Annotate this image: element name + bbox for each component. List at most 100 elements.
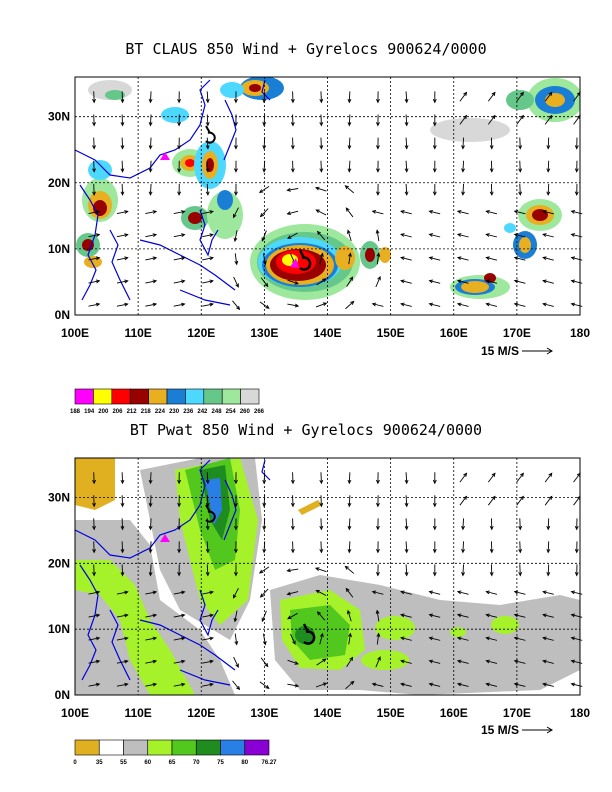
wind-vector [547, 160, 550, 172]
wind-vector [233, 276, 239, 288]
x-tick-label: 130E [250, 706, 278, 720]
wind-vector [348, 541, 351, 553]
wind-vector-head [120, 145, 125, 150]
wind-vector-head [344, 565, 349, 570]
wind-vector-head [546, 572, 551, 577]
wind-vector-head [209, 210, 214, 214]
wind-vector-head [376, 145, 380, 150]
wind-vector-head [485, 613, 490, 618]
wind-vector [261, 610, 267, 622]
wind-vector-head [177, 479, 182, 485]
wind-vector [232, 300, 240, 310]
wind-vector-head [315, 209, 320, 214]
wind-vector-head [294, 661, 299, 665]
wind-vector-head [485, 233, 490, 237]
wind-vector-head [461, 525, 465, 531]
wind-vector [400, 233, 412, 238]
wind-vector-head [456, 233, 462, 237]
x-tick-label: 110E [124, 326, 151, 340]
plot-area-claus [74, 76, 583, 316]
wind-vector-head [404, 191, 409, 196]
wind-vector [259, 301, 270, 309]
wind-vector-head [209, 636, 214, 641]
wind-vector-head [152, 682, 158, 687]
wind-vector [486, 280, 498, 284]
wind-vector-head [152, 279, 158, 284]
wind-vector-head [456, 210, 462, 214]
wind-vector [259, 566, 270, 574]
wind-vector-head [287, 615, 292, 620]
colorbar-swatch [111, 388, 131, 405]
wind-vector-head [315, 589, 320, 594]
colorbar-label: 266 [254, 409, 265, 415]
colorbar-swatch [98, 739, 124, 756]
wind-vector-head [491, 114, 496, 120]
wind-vector [263, 518, 266, 530]
wind-vector-head [265, 685, 270, 689]
wind-vector [457, 280, 469, 284]
marker-triangle-claus [160, 152, 170, 160]
wind-vector-head [574, 168, 579, 173]
wind-vector-head [485, 682, 490, 687]
wind-vector [514, 591, 526, 595]
wind-vector [547, 541, 550, 553]
wind-vector-head [152, 210, 158, 214]
wind-vector-head [177, 122, 182, 127]
y-tick-label: 0N [55, 308, 70, 322]
wind-vector-head [376, 98, 380, 104]
wind-vector-head [124, 233, 129, 238]
wind-vector [542, 591, 554, 595]
wind-vector-head [319, 632, 324, 638]
wind-vector [519, 518, 521, 530]
wind-vector [234, 253, 238, 265]
wind-vector [542, 233, 554, 238]
wind-vector [232, 680, 240, 690]
wind-vector-head [322, 658, 327, 663]
wind-vector [486, 614, 498, 618]
wind-vector [260, 657, 269, 667]
wind-vector-head [262, 525, 267, 531]
x-tick-label: 100E [61, 706, 89, 720]
wind-vector [149, 495, 152, 507]
wind-vector-head [513, 636, 519, 641]
wind-vector [486, 637, 498, 641]
wind-vector-head [376, 632, 381, 638]
wind-vector [145, 257, 157, 261]
wind-vector-head [152, 256, 158, 261]
wind-vector [544, 92, 553, 102]
wind-vector [202, 614, 214, 618]
x-tick-label: 120E [187, 326, 215, 340]
wind-vector-head [177, 168, 182, 173]
wind-vector [116, 660, 128, 664]
wind-vector-head [376, 122, 380, 127]
wind-vector-head [456, 613, 462, 618]
wind-vector-head [542, 279, 547, 284]
wind-vector [173, 234, 185, 238]
gyre-symbol-claus-north [205, 125, 216, 144]
wind-vector [315, 302, 327, 308]
colorbar-label: 260 [240, 409, 251, 415]
wind-vector-head [294, 303, 300, 308]
wind-vector-head [124, 682, 129, 687]
wind-vector-head [290, 98, 295, 104]
wind-vector-head [234, 479, 238, 485]
wind-vector [516, 496, 524, 506]
wind-vector-head [319, 525, 324, 531]
wind-vector-head [485, 256, 490, 261]
wind-vector-head [513, 210, 519, 214]
wind-vector-head [513, 302, 519, 307]
wind-vector-head [233, 237, 238, 243]
wind-vector [457, 683, 469, 687]
wind-vector-head [542, 659, 547, 664]
wind-vector-head [177, 145, 182, 150]
wind-vector-head [432, 549, 437, 554]
x-tick-label: 170E [503, 706, 531, 720]
wind-vector [400, 591, 412, 595]
wind-vector-head [546, 168, 551, 173]
claus-field [75, 77, 580, 306]
wind-vector-head [456, 279, 462, 284]
wind-vector [544, 115, 553, 125]
wind-vector-head [461, 191, 465, 196]
wind-vector-head [347, 98, 352, 104]
wind-vector [263, 541, 266, 553]
